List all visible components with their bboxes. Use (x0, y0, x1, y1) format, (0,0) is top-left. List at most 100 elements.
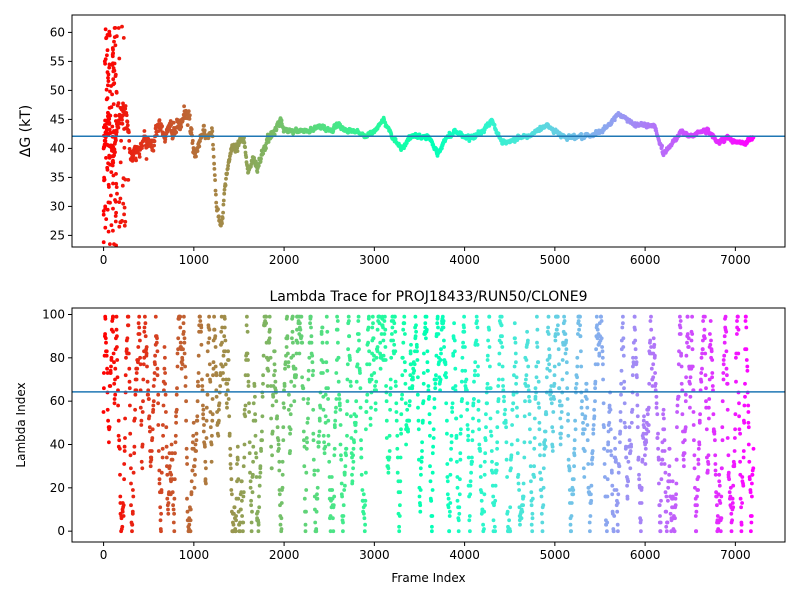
lambda-point (438, 377, 443, 382)
delta-g-point (144, 157, 149, 161)
lambda-point (637, 472, 641, 477)
lambda-point (543, 429, 548, 434)
lambda-point (457, 492, 462, 497)
lambda-point (271, 394, 276, 399)
lambda-point (668, 511, 673, 516)
lambda-point (746, 420, 751, 425)
lambda-point (375, 345, 380, 349)
lambda-point (389, 355, 394, 360)
delta-g-point (122, 205, 127, 210)
delta-g-point (174, 130, 179, 135)
lambda-point (559, 403, 564, 408)
lambda-point (122, 444, 127, 449)
delta-g-point (142, 129, 147, 133)
x-tick-label: 1000 (179, 253, 210, 267)
lambda-point (314, 509, 319, 514)
lambda-point (564, 338, 569, 343)
lambda-point (205, 392, 210, 397)
lambda-point (365, 392, 370, 397)
lambda-point (466, 438, 470, 443)
lambda-point (167, 464, 172, 469)
x-tick-label: 5000 (540, 253, 571, 267)
lambda-point (352, 440, 356, 445)
lambda-point (486, 338, 490, 343)
lambda-point (711, 412, 716, 417)
lambda-point (105, 407, 110, 412)
lambda-point (116, 418, 121, 423)
x-tick-label: 2000 (269, 548, 300, 562)
lambda-point (132, 451, 137, 456)
lambda-point (605, 529, 609, 534)
delta-g-point (107, 31, 112, 36)
delta-g-point (110, 92, 114, 97)
lambda-point (180, 358, 185, 362)
lambda-point (544, 412, 549, 417)
lambda-point (247, 410, 252, 414)
lambda-point (500, 364, 505, 369)
lambda-point (528, 464, 533, 469)
lambda-point (286, 407, 291, 412)
lambda-point (526, 384, 531, 388)
delta-g-point (120, 121, 125, 126)
lambda-point (222, 325, 227, 330)
lambda-point (350, 479, 355, 484)
lambda-point (349, 414, 353, 419)
delta-g-point (221, 210, 226, 215)
lambda-point (501, 384, 505, 388)
lambda-point (739, 505, 743, 510)
lambda-point (507, 518, 511, 523)
lambda-point (712, 429, 717, 434)
delta-g-point (213, 178, 218, 183)
lambda-point (241, 520, 246, 525)
lambda-point (251, 459, 256, 464)
delta-g-point (171, 120, 176, 125)
lambda-point (621, 353, 626, 358)
lambda-point (112, 397, 117, 401)
lambda-point (285, 314, 289, 319)
lambda-point (416, 375, 420, 380)
lambda-point (744, 358, 749, 362)
lambda-point (364, 410, 369, 414)
lambda-point (559, 425, 564, 430)
lambda-point (159, 529, 163, 534)
lambda-point (369, 377, 374, 382)
lambda-point (443, 360, 448, 365)
lambda-point (625, 494, 630, 499)
lambda-point (157, 481, 162, 486)
delta-g-point (434, 146, 438, 151)
delta-g-point (131, 153, 136, 158)
delta-g-point (107, 185, 111, 189)
lambda-point (664, 524, 669, 529)
lambda-point (140, 466, 145, 471)
lambda-point (707, 377, 712, 382)
lambda-point (402, 321, 407, 326)
lambda-point (307, 355, 312, 360)
delta-g-point (214, 192, 218, 197)
lambda-point (342, 488, 347, 492)
lambda-point (331, 503, 336, 508)
lambda-point (120, 509, 125, 514)
lambda-point (706, 462, 711, 466)
lambda-point (286, 364, 291, 369)
lambda-point (713, 453, 718, 458)
lambda-point (322, 451, 327, 456)
lambda-point (515, 451, 520, 456)
lambda-point (515, 405, 519, 410)
lambda-point (579, 364, 584, 369)
lambda-point (260, 394, 265, 399)
lambda-point (192, 485, 197, 490)
lambda-point (709, 347, 714, 352)
lambda-point (173, 440, 178, 445)
delta-g-point (110, 163, 115, 168)
lambda-point (174, 414, 178, 419)
lambda-point (246, 358, 250, 362)
delta-g-point (660, 143, 664, 148)
lambda-point (279, 527, 284, 531)
lambda-point (208, 425, 213, 430)
lambda-point (472, 397, 476, 401)
lambda-point (276, 442, 281, 447)
delta-g-point (272, 132, 277, 137)
delta-g-point (221, 198, 226, 203)
lambda-point (227, 433, 232, 438)
lambda-point (415, 392, 420, 397)
